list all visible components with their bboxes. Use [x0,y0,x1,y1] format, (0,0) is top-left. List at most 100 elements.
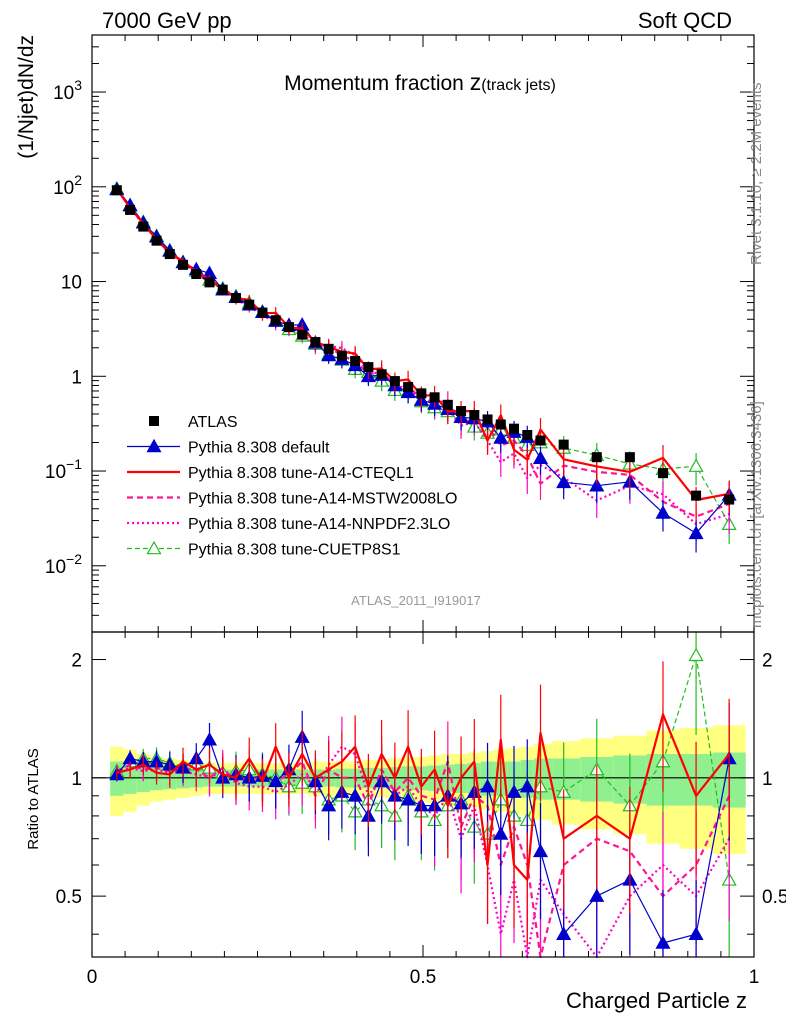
ratio-tick-label-left: 0.5 [56,887,82,908]
atlas-data-point [138,221,149,232]
atlas-data-point [376,369,387,380]
legend-swatch-marker [146,438,162,453]
legend-label: Pythia 8.308 tune-A14-MSTW2008LO [188,491,457,508]
ratio-plot-frame [91,631,755,958]
atlas-data-points [111,185,735,505]
atlas-data-point [125,204,136,215]
ratio-series-marker [321,797,337,812]
plot-title-main: Momentum fraction [284,72,470,95]
legend-swatch-atlas [149,416,159,426]
ratio-series-marker [556,926,572,941]
plot-title-sub: (track jets) [481,77,556,94]
atlas-data-point [495,419,506,430]
legend-entry: ATLAS [149,414,238,431]
legend-label: Pythia 8.308 tune-CUETP8S1 [188,542,401,559]
main-series-marker [655,505,671,519]
header-left: 7000 GeV pp [102,8,232,33]
atlas-data-point [482,414,493,425]
ratio-series-marker [589,888,605,902]
atlas-data-point [204,277,215,288]
atlas-data-point [363,362,374,373]
legend-entry: Pythia 8.308 tune-A14-MSTW2008LO [127,491,457,508]
legend-label: Pythia 8.308 tune-A14-CTEQL1 [188,465,414,482]
series-0 [109,181,737,957]
x-axis-label: Charged Particle z [566,988,747,1013]
y-tick-base: 1 [71,367,82,388]
atlas-data-point [691,490,702,501]
ratio-series-marker [519,778,535,793]
y-tick-label: 102 [53,172,82,199]
ratio-series-marker [688,647,704,662]
atlas-data-point [257,307,268,318]
ratio-series-marker [480,778,496,793]
atlas-data-point [270,315,281,326]
y-tick-exponent: 2 [74,172,82,188]
main-series-marker [556,474,572,489]
atlas-data-point [297,329,308,340]
legend: ATLAS Pythia 8.308 default Pythia 8.308 tu… [127,414,457,559]
atlas-data-point [244,299,255,310]
y-tick-base: 10 [53,178,74,199]
atlas-data-point [558,439,569,450]
y-tick-base: 10 [45,462,66,483]
main-series-marker [493,430,509,444]
y-tick-label: 1 [71,367,82,388]
ratio-tick-label-right: 2 [762,651,773,672]
atlas-data-point [535,435,546,446]
atlas-data-point [624,452,635,463]
atlas-data-point [657,468,668,479]
y-tick-label: 10−1 [45,456,82,483]
x-tick-label: 0 [87,967,98,988]
atlas-data-point [323,343,334,354]
atlas-data-point [191,269,202,280]
atlas-data-point [230,293,241,304]
ratio-series-marker [493,826,509,840]
legend-label: Pythia 8.308 tune-A14-NNPDF2.3LO [188,516,450,533]
ratio-series-marker [688,926,704,941]
ratio-series-marker [532,843,549,858]
y-tick-exponent: 3 [74,77,82,93]
y-tick-label: 10 [61,273,82,294]
atlas-data-point [389,376,400,387]
ratio-series-marker [268,773,284,788]
legend-entry: Pythia 8.308 tune-A14-CTEQL1 [127,465,414,482]
legend-label: Pythia 8.308 default [188,440,330,457]
y-tick-base: 10 [45,557,66,578]
legend-label: ATLAS [188,414,238,431]
atlas-data-point [283,322,294,333]
atlas-data-point [724,494,735,505]
main-series-marker [532,450,549,465]
header-right: Soft QCD [638,8,732,33]
atlas-data-point [164,249,175,260]
ratio-series-marker [506,784,522,798]
main-series-marker [688,525,704,540]
ratio-uncertainty-bands [92,725,754,854]
atlas-data-point [336,350,347,361]
y-tick-exponent: −1 [66,456,82,472]
series-3 [115,187,731,959]
ratio-tick-label-right: 0.5 [762,887,786,908]
atlas-data-point [522,430,533,441]
main-series-marker [589,477,605,492]
legend-entry: Pythia 8.308 tune-CUETP8S1 [127,540,401,559]
atlas-data-point [456,406,467,417]
atlas-data-point [217,284,228,295]
legend-entry: Pythia 8.308 default [127,438,330,457]
ratio-tick-label-left: 1 [71,769,82,790]
series-2 [115,186,731,959]
atlas-data-point [509,423,520,434]
ratio-tick-label-left: 2 [71,651,82,672]
ratio-tick-label-right: 1 [762,769,773,790]
ratio-series-marker [400,791,416,806]
ratio-series-marker [655,935,671,949]
series-layer [109,180,737,959]
atlas-data-point [416,388,427,399]
atlas-data-point [178,259,189,270]
atlas-data-point [429,392,440,403]
y-tick-base: 10 [53,83,74,104]
atlas-data-point [151,235,162,246]
plot-title-z: z [470,69,482,95]
ratio-series-line [116,713,731,882]
